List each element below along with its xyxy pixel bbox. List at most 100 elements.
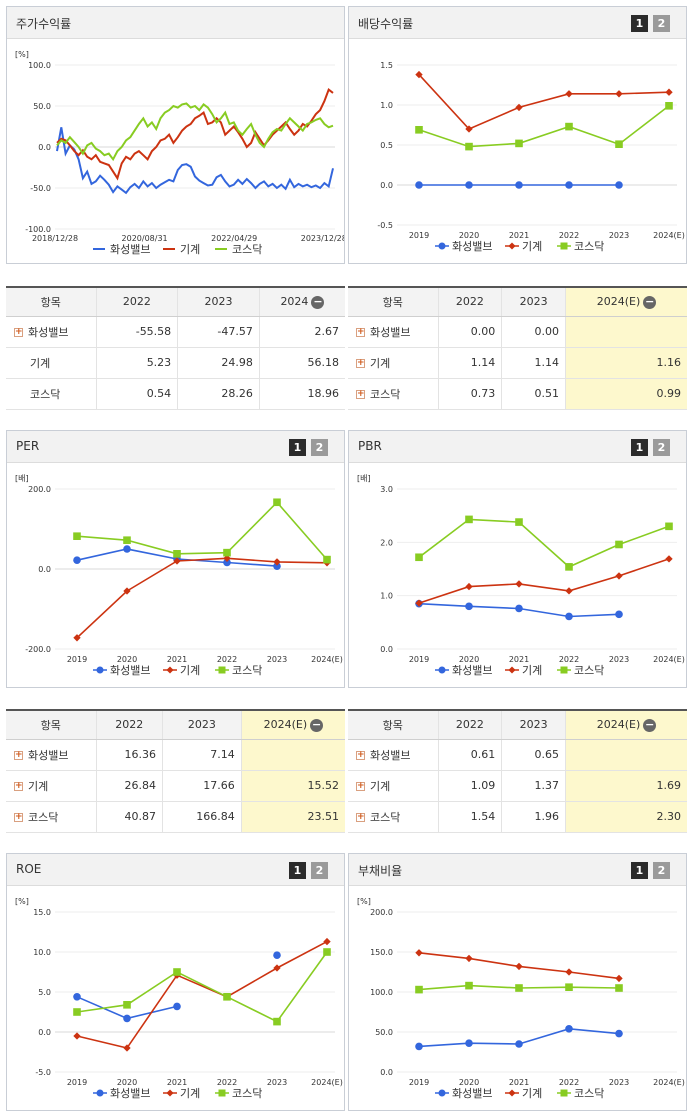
- data-point-kosdaq: [173, 968, 181, 976]
- column-header: 2023: [162, 710, 242, 740]
- expand-icon[interactable]: +: [14, 781, 23, 791]
- page-2-button[interactable]: 2: [653, 862, 670, 879]
- collapse-icon[interactable]: −: [643, 717, 657, 732]
- page-1-button[interactable]: 1: [631, 862, 648, 879]
- data-point-kosdaq: [565, 983, 573, 991]
- table-cell: 0.54: [95, 378, 178, 410]
- data-point-valve: [273, 951, 281, 959]
- expand-icon[interactable]: +: [356, 781, 365, 791]
- table-cell: 7.14: [162, 739, 242, 771]
- data-point-machine: [465, 582, 473, 591]
- x-tick-label: 2024(E): [311, 655, 343, 664]
- table-cell: 1.09: [437, 770, 502, 802]
- y-tick-label: 0.0: [38, 565, 51, 574]
- legend-label-machine: 기계: [180, 243, 200, 256]
- page-1-button[interactable]: 1: [289, 862, 306, 879]
- dividend-chart: 배당수익률 1 2 1.5 1.0 0.5 0.0 -0.5 2019 2020 2021 20…: [348, 6, 687, 264]
- x-tick-label: 2019: [409, 655, 429, 664]
- page-2-button[interactable]: 2: [653, 439, 670, 456]
- data-point-valve: [615, 181, 623, 189]
- data-point-kosdaq: [615, 984, 623, 992]
- per-panel: PER 1 2 [배] 200.0 0.0 -200.0 2019 2020 2021 202…: [6, 430, 345, 688]
- expand-icon[interactable]: +: [356, 812, 365, 822]
- row-label[interactable]: + 기계: [348, 347, 438, 379]
- page-2-button[interactable]: 2: [311, 862, 328, 879]
- data-point-machine: [415, 599, 423, 607]
- y-tick-label: 150.0: [370, 948, 393, 957]
- table-cell: 40.87: [95, 801, 163, 833]
- page-1-button[interactable]: 1: [631, 15, 648, 32]
- unit-label: [%]: [15, 897, 29, 906]
- roe-plot: [%] 15.0 10.0 5.0 0.0 -5.0 2019 2020 2021 2022 202…: [15, 897, 343, 1100]
- row-label[interactable]: + 화성밸브: [6, 316, 96, 348]
- row-label[interactable]: + 화성밸브: [348, 316, 438, 348]
- data-point-valve: [615, 610, 623, 619]
- column-header-label: 2023: [187, 718, 216, 732]
- x-tick-label: 2018/12/28: [32, 234, 78, 243]
- legend-label-valve: 화성밸브: [452, 1087, 492, 1100]
- data-point-kosdaq: [323, 555, 331, 564]
- column-header: 항목: [6, 287, 96, 317]
- stock-return-chart: 주가수익률 [%] 100.0 50.0 0.0 -50.0 -100.0 2018/12/…: [6, 6, 345, 264]
- y-tick-label: 200.0: [370, 908, 393, 917]
- legend-label-valve: 화성밸브: [452, 240, 492, 253]
- pbr-chart: PBR 1 2 [배] 3.0 2.0 1.0 0.0 2019 2020 2021 2022 2…: [348, 430, 687, 688]
- data-point-valve: [465, 602, 473, 611]
- y-tick-label: -5.0: [35, 1068, 51, 1077]
- unit-label: [%]: [357, 897, 371, 906]
- roe-panel: ROE 1 2 [%] 15.0 10.0 5.0 0.0 -5.0 2019 2020 202…: [6, 853, 345, 1111]
- column-header: 항목: [6, 710, 96, 740]
- collapse-icon[interactable]: −: [310, 717, 324, 732]
- x-tick-label: 2023: [609, 655, 629, 664]
- dividend-table: 항목 2022 2023 2024(E) − + 화성밸브 0.00 0.00 + 기계 1.14 1.…: [348, 286, 687, 410]
- expand-icon[interactable]: +: [356, 389, 365, 399]
- table-cell: 2.67: [258, 316, 345, 348]
- series-line-kosdaq: [56, 102, 334, 162]
- column-header: 2024−: [258, 287, 345, 317]
- legend-label-kosdaq: 코스닥: [574, 664, 604, 677]
- row-label[interactable]: + 코스닥: [348, 378, 438, 410]
- data-point-machine: [615, 572, 623, 580]
- series-line-machine: [76, 940, 328, 1049]
- table-row: + 기계 1.09 1.37 1.69: [348, 770, 687, 802]
- row-label[interactable]: + 화성밸브: [6, 739, 96, 771]
- expand-icon[interactable]: +: [14, 812, 23, 822]
- row-label[interactable]: + 코스닥: [348, 801, 438, 833]
- table-cell: 0.73: [437, 378, 502, 410]
- column-header: 2022: [437, 710, 502, 740]
- page-2-button[interactable]: 2: [311, 439, 328, 456]
- row-name: 코스닥: [28, 810, 59, 824]
- row-label[interactable]: + 코스닥: [6, 801, 96, 833]
- data-point-valve: [615, 1029, 623, 1038]
- per-table: 항목 2022 2023 2024(E) − + 화성밸브 16.36 7.14 + 기계 26.84…: [6, 709, 345, 833]
- page-1-button[interactable]: 1: [289, 439, 306, 456]
- page-1-button[interactable]: 1: [631, 439, 648, 456]
- row-label[interactable]: + 기계: [348, 770, 438, 802]
- table-row: + 기계 1.14 1.14 1.16: [348, 347, 687, 379]
- column-header-label: 항목: [382, 718, 403, 732]
- expand-icon[interactable]: +: [14, 750, 23, 760]
- x-tick-label: 2019: [67, 1078, 87, 1087]
- table-cell: 26.84: [95, 770, 163, 802]
- expand-icon[interactable]: +: [356, 327, 365, 337]
- x-tick-label: 2020/08/31: [122, 234, 168, 243]
- x-tick-label: 2021: [167, 1078, 187, 1087]
- data-point-valve: [565, 1025, 573, 1033]
- row-label[interactable]: + 화성밸브: [348, 739, 438, 771]
- x-tick-label: 2023: [609, 231, 629, 240]
- chart-title: 배당수익률: [358, 17, 414, 31]
- data-point-kosdaq: [415, 553, 423, 562]
- expand-icon[interactable]: +: [356, 750, 365, 760]
- expand-icon[interactable]: +: [14, 327, 23, 337]
- data-point-kosdaq: [415, 126, 423, 134]
- row-label[interactable]: + 기계: [6, 770, 96, 802]
- page-2-button[interactable]: 2: [653, 15, 670, 32]
- y-tick-label: 0.0: [380, 645, 393, 654]
- collapse-icon[interactable]: −: [643, 294, 657, 309]
- data-point-kosdaq: [223, 548, 231, 557]
- data-point-machine: [615, 90, 623, 98]
- x-tick-label: 2024(E): [311, 1078, 343, 1087]
- collapse-icon[interactable]: −: [311, 294, 325, 309]
- data-point-kosdaq: [73, 1008, 81, 1016]
- expand-icon[interactable]: +: [356, 358, 365, 368]
